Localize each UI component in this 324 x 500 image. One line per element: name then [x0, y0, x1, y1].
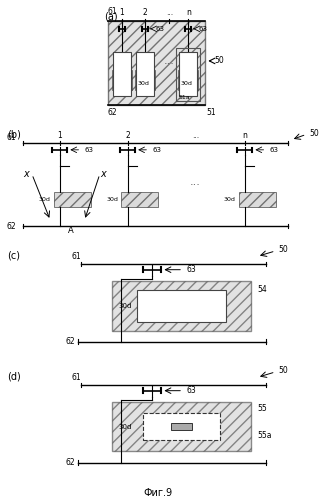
Text: 63: 63	[186, 386, 196, 395]
Bar	[137, 290, 226, 322]
Text: A: A	[68, 226, 73, 235]
Bar	[179, 52, 197, 96]
Text: 30d: 30d	[224, 197, 236, 202]
Text: 62: 62	[7, 222, 17, 230]
Text: 30d: 30d	[137, 80, 149, 86]
Bar	[135, 70, 155, 89]
Bar	[178, 70, 198, 89]
Text: 30d: 30d	[180, 80, 192, 86]
Text: 61: 61	[72, 252, 81, 261]
Text: 63: 63	[84, 147, 93, 153]
Text: (c): (c)	[7, 251, 20, 261]
Text: 50: 50	[309, 128, 319, 138]
Text: n: n	[186, 8, 191, 16]
Text: ...: ...	[164, 56, 175, 66]
Text: Фиг.9: Фиг.9	[144, 488, 173, 498]
Text: 2: 2	[143, 8, 147, 16]
Bar	[238, 192, 276, 208]
Text: x: x	[23, 169, 29, 179]
Text: (a): (a)	[104, 11, 118, 21]
Text: 30d: 30d	[39, 197, 51, 202]
Text: 55a: 55a	[257, 431, 272, 440]
Bar	[112, 70, 132, 89]
Text: 1: 1	[57, 131, 62, 140]
Text: ...: ...	[192, 131, 199, 140]
Text: 61: 61	[108, 6, 117, 16]
Text: 51: 51	[206, 108, 215, 118]
Bar	[113, 52, 131, 96]
Text: 61: 61	[72, 373, 81, 382]
Text: (d): (d)	[7, 372, 21, 382]
Text: 50: 50	[279, 366, 288, 376]
Bar	[112, 402, 251, 452]
Bar	[122, 192, 158, 208]
Text: (b): (b)	[7, 130, 21, 140]
Text: 50: 50	[215, 56, 225, 66]
Text: 63: 63	[270, 147, 278, 153]
Text: 63: 63	[186, 265, 196, 274]
Text: 63: 63	[198, 26, 207, 32]
Text: 54: 54	[257, 285, 267, 294]
Text: 62: 62	[65, 458, 75, 467]
Bar	[108, 21, 205, 105]
Text: 2: 2	[125, 131, 130, 140]
Text: 61: 61	[7, 133, 17, 142]
Bar	[176, 48, 201, 100]
Text: ...: ...	[190, 177, 201, 187]
Text: 51a: 51a	[178, 94, 190, 100]
Text: ...: ...	[166, 8, 173, 16]
Text: 1: 1	[120, 8, 124, 16]
Text: 63: 63	[155, 26, 164, 32]
Bar	[53, 192, 90, 208]
Text: 55: 55	[257, 404, 267, 413]
Text: 62: 62	[108, 108, 117, 118]
Bar	[143, 413, 220, 440]
Text: 50: 50	[279, 246, 288, 254]
Bar	[171, 422, 192, 430]
Bar	[136, 52, 154, 96]
Text: x: x	[100, 169, 106, 179]
Text: 30d: 30d	[118, 302, 132, 308]
Text: n: n	[242, 131, 247, 140]
Text: 62: 62	[65, 337, 75, 346]
Text: 30d: 30d	[106, 197, 118, 202]
Text: 63: 63	[152, 147, 161, 153]
Bar	[112, 281, 251, 330]
Text: 30d: 30d	[118, 424, 132, 430]
